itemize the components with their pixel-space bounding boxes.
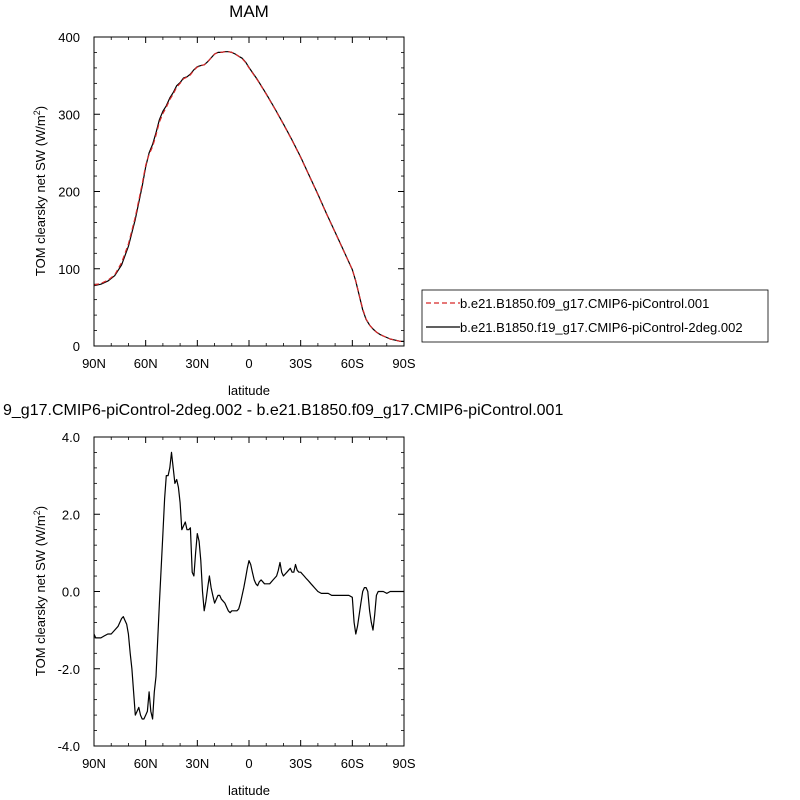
bottom-x-tick-label: 90N [82,756,106,771]
top-plot-frame [93,36,405,347]
bottom-x-tick-label: 30N [185,756,209,771]
bottom-x-tick-label: 90S [392,756,415,771]
top-series-lines [93,51,404,342]
bottom-y-tick-label: 4.0 [62,430,80,445]
bottom-y-tick-label: -4.0 [58,739,80,754]
bottom-axis-tick-labels: 90N 60N 30N 0 30S 60S 90S -4.0 -2.0 0.0 2.0 4.0 [58,430,416,771]
bottom-x-tick-label: 30S [289,756,312,771]
bottom-x-tick-label: 60S [341,756,364,771]
top-x-axis-label: latitude [228,383,270,398]
bottom-chart-title: 9_g17.CMIP6-piControl-2deg.002 - b.e21.B… [3,402,563,419]
top-axis-tick-labels: 90N 60N 30N 0 30S 60S 90S 0 100 200 300 400 [58,30,416,371]
bottom-y-axis-label: TOM clearsky net SW (W/m2) [32,506,48,676]
top-x-tick-label: 60S [341,356,364,371]
legend-label-f09: b.e21.B1850.f09_g17.CMIP6-piControl.001 [460,296,709,311]
top-x-tick-label: 90S [392,356,415,371]
top-y-tick-label: 200 [58,185,80,200]
top-panel: MAM TOM clearsky net SW (W/m2) latitude … [32,2,769,398]
top-y-tick-label: 400 [58,30,80,45]
bottom-y-tick-label: 0.0 [62,585,80,600]
bottom-axis-ticks [93,436,405,747]
bottom-plot-frame [93,436,405,747]
bottom-x-tick-label: 0 [245,756,252,771]
bottom-panel: 9_g17.CMIP6-piControl-2deg.002 - b.e21.B… [3,402,563,798]
top-x-tick-label: 30N [185,356,209,371]
top-x-tick-label: 0 [245,356,252,371]
top-y-tick-label: 300 [58,107,80,122]
bottom-x-axis-label: latitude [228,783,270,798]
top-y-tick-label: 0 [73,339,80,354]
bottom-x-tick-label: 60N [134,756,158,771]
series-line-f19 [93,51,404,342]
top-x-tick-label: 30S [289,356,312,371]
top-x-tick-label: 90N [82,356,106,371]
legend: b.e21.B1850.f09_g17.CMIP6-piControl.001 … [421,289,769,343]
top-x-tick-label: 60N [134,356,158,371]
bottom-y-tick-label: -2.0 [58,662,80,677]
top-y-axis-label: TOM clearsky net SW (W/m2) [32,106,48,276]
legend-label-f19: b.e21.B1850.f19_g17.CMIP6-piControl-2deg… [460,320,743,335]
legend-box [421,289,769,343]
bottom-series-lines [93,451,404,720]
difference-series-line [93,451,404,720]
bottom-y-tick-label: 2.0 [62,507,80,522]
top-y-tick-label: 100 [58,262,80,277]
series-line-f09 [93,51,404,342]
top-chart-title: MAM [229,2,269,21]
